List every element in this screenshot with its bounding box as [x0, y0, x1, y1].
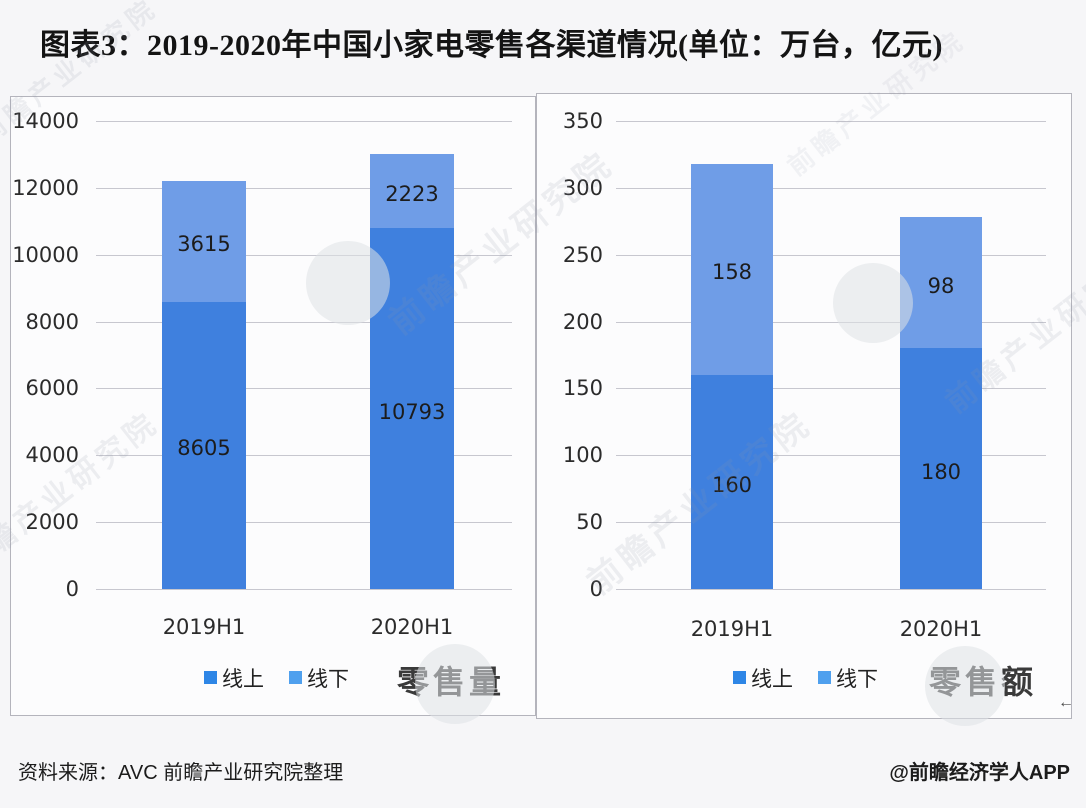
gridline: [616, 255, 1046, 256]
y-axis-tick-label: 50: [576, 510, 603, 534]
gridline: [96, 522, 512, 523]
legend-label-online: 线上: [222, 668, 264, 691]
y-axis-tick-label: 12000: [12, 176, 79, 200]
value-label-online-2019H1: 160: [711, 473, 753, 497]
gridline: [96, 388, 512, 389]
y-axis-tick-label: 8000: [25, 310, 79, 334]
y-axis-tick-label: 250: [562, 243, 603, 267]
bar-segment-online-2020H1: [900, 348, 982, 589]
credit-note: @前瞻经济学人APP: [889, 762, 1070, 784]
legend-retail-volume: 线上 线下: [11, 665, 535, 695]
y-axis-tick-label: 100: [562, 443, 603, 467]
gridline: [96, 255, 512, 256]
gridline: [616, 455, 1046, 456]
value-label-online-2020H1: 10793: [378, 400, 446, 424]
value-label-online-2020H1: 180: [920, 460, 962, 484]
y-axis-tick-label: 4000: [25, 443, 79, 467]
gridline: [616, 121, 1046, 122]
y-axis-tick-label: 200: [562, 310, 603, 334]
gridline: [96, 121, 512, 122]
bar-segment-offline-2020H1: [900, 217, 982, 348]
legend-label-online: 线上: [751, 668, 793, 691]
y-axis-tick-label: 10000: [12, 243, 79, 267]
gridline: [96, 188, 512, 189]
gridline: [616, 522, 1046, 523]
y-axis-tick-label: 2000: [25, 510, 79, 534]
y-axis-tick-label: 14000: [12, 109, 79, 133]
legend-swatch-offline-icon: [818, 671, 831, 684]
y-axis-tick-label: 150: [562, 376, 603, 400]
source-note: 资料来源：AVC 前瞻产业研究院整理: [18, 762, 344, 784]
panel-retail-value: 线上 线下 零售额 350 300 250 200 150 100 50 0 160 158 201…: [536, 93, 1072, 719]
legend-label-offline: 线下: [307, 668, 349, 691]
bar-segment-offline-2019H1: [691, 164, 773, 375]
gridline: [96, 589, 512, 590]
bar-segment-online-2019H1: [162, 301, 246, 589]
legend-swatch-offline-icon: [289, 671, 302, 684]
gridline: [616, 322, 1046, 323]
chart-title-retail-value: 零售额: [928, 664, 1037, 700]
y-axis-tick-label: 0: [589, 577, 603, 601]
x-axis-category-label: 2020H1: [899, 617, 983, 641]
bar-segment-online-2019H1: [691, 375, 773, 589]
y-axis-tick-label: 0: [65, 577, 79, 601]
legend-swatch-online-icon: [733, 671, 746, 684]
value-label-offline-2020H1: 2223: [385, 182, 439, 206]
panel-retail-volume: 线上 线下 零售量 14000 12000 10000 8000 6000 4000 200…: [10, 96, 536, 716]
legend-swatch-online-icon: [204, 671, 217, 684]
x-axis-category-label: 2019H1: [162, 615, 246, 639]
bar-segment-offline-2020H1: [370, 154, 454, 228]
gridline: [616, 589, 1046, 590]
stray-arrow-artifact: ←: [1058, 694, 1074, 711]
value-label-online-2019H1: 8605: [177, 436, 231, 460]
y-axis-tick-label: 6000: [25, 376, 79, 400]
value-label-offline-2020H1: 98: [927, 274, 955, 298]
legend-retail-value: 线上 线下: [537, 665, 1071, 695]
bar-segment-offline-2019H1: [162, 181, 246, 302]
y-axis-tick-label: 350: [562, 109, 603, 133]
x-axis-category-label: 2020H1: [370, 615, 454, 639]
chart-title-retail-volume: 零售量: [396, 664, 505, 700]
value-label-offline-2019H1: 158: [711, 260, 753, 284]
figure-title: 图表3：2019-2020年中国小家电零售各渠道情况(单位：万台，亿元): [40, 29, 943, 62]
gridline: [616, 188, 1046, 189]
legend-label-offline: 线下: [836, 668, 878, 691]
gridline: [616, 388, 1046, 389]
x-axis-category-label: 2019H1: [690, 617, 774, 641]
gridline: [96, 455, 512, 456]
value-label-offline-2019H1: 3615: [177, 232, 231, 256]
y-axis-tick-label: 300: [562, 176, 603, 200]
gridline: [96, 322, 512, 323]
